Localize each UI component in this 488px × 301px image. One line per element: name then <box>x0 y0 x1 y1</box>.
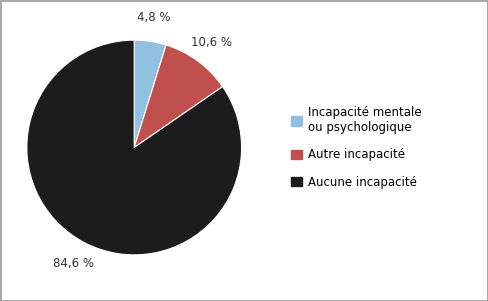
Text: 84,6 %: 84,6 % <box>53 257 94 270</box>
Wedge shape <box>27 40 242 255</box>
Text: 10,6 %: 10,6 % <box>191 36 232 48</box>
Wedge shape <box>134 40 166 147</box>
Wedge shape <box>134 45 223 147</box>
Text: 4,8 %: 4,8 % <box>137 11 171 24</box>
Legend: Incapacité mentale
ou psychologique, Autre incapacité, Aucune incapacité: Incapacité mentale ou psychologique, Aut… <box>288 103 425 192</box>
